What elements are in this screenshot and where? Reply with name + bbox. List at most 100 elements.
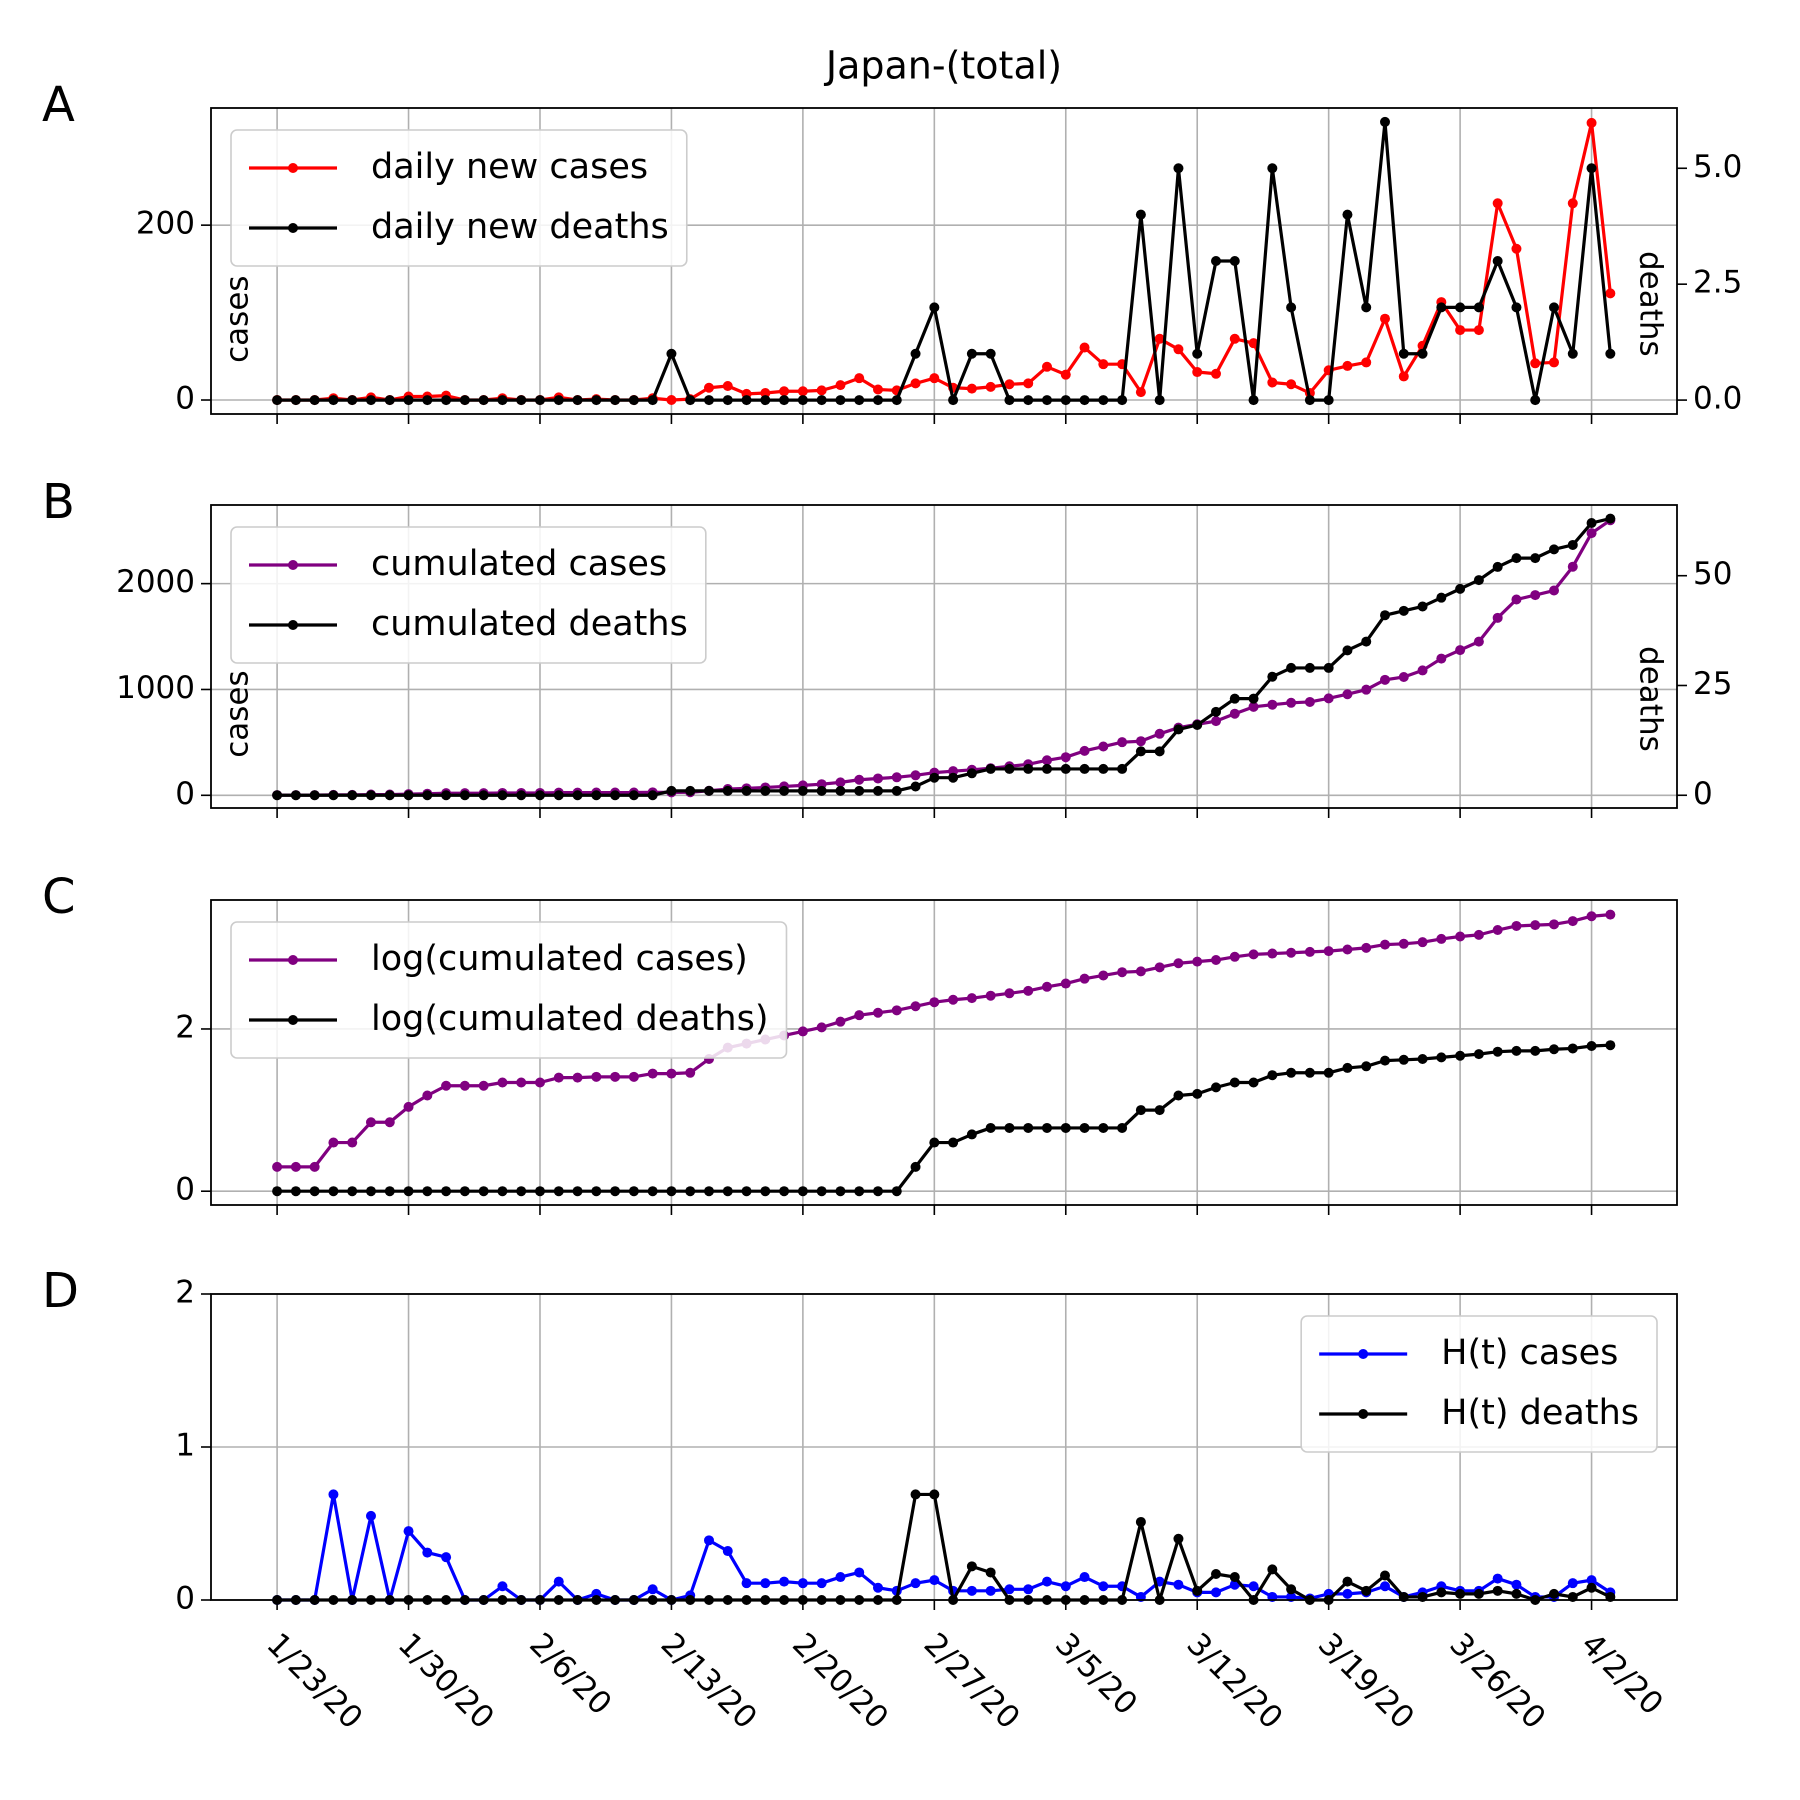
series-point [1511,1588,1522,1599]
series-point [1286,302,1297,313]
series-point [1398,371,1409,382]
series-point [1004,1584,1015,1595]
series-point [1530,358,1541,369]
series-point [1248,949,1259,960]
series-point [948,1137,959,1148]
series-point [1004,395,1015,406]
series-point [534,1077,545,1088]
series-point [328,1186,339,1197]
series-point [365,395,376,406]
series-point [1323,693,1334,704]
y2-tick-label: 5.0 [1693,149,1742,185]
series-point [1530,590,1541,601]
series-point [647,395,658,406]
series-point [1567,1578,1578,1589]
legend-marker [1358,1349,1369,1359]
series-point [929,1489,940,1500]
series-point [797,386,808,397]
y-tick-label: 2 [175,1009,195,1045]
series-point [1023,378,1034,389]
series-point [1173,958,1184,969]
series-point [591,1186,602,1197]
panel-label: D [42,1263,79,1319]
series-point [1436,1587,1447,1598]
series-point [1173,1533,1184,1544]
series-point [534,790,545,801]
series-point [328,395,339,406]
y-axis-label: cases [220,670,256,757]
series-point [1342,689,1353,700]
y2-tick-label: 0 [1693,776,1713,812]
series-point [628,1071,639,1082]
series-point [1192,956,1203,967]
series-point [872,1186,883,1197]
legend-label: cumulated deaths [371,604,688,644]
series-point [459,1186,470,1197]
series-point [1229,708,1240,719]
series-point [441,1080,452,1091]
series-point [1398,938,1409,949]
series-point [1267,163,1278,174]
series-point [1267,1564,1278,1575]
series-point [1229,256,1240,266]
series-point [1286,697,1297,708]
y-tick-label: 0 [175,776,195,812]
series-point [1586,1041,1597,1052]
series-point [1380,1570,1391,1581]
series-point [910,781,921,792]
series-point [1492,1573,1503,1584]
series-point [685,1186,696,1197]
series-point [1417,1053,1428,1064]
series-point [816,395,827,406]
series-point [1567,539,1578,550]
series-point [1473,325,1484,336]
series-point [1492,1046,1503,1057]
series-point [628,790,639,801]
series-point [910,1001,921,1012]
series-point [741,785,752,796]
series-point [1098,1122,1109,1133]
series-point [1098,359,1109,370]
series-point [497,790,508,801]
series-point [910,1161,921,1172]
series-point [1530,920,1541,931]
series-point [1586,1582,1597,1593]
series-point [1549,919,1560,930]
series-point [1586,117,1597,128]
series-point [1210,1568,1221,1579]
series-point [1586,518,1597,529]
series-point [1361,1585,1372,1596]
series-point [1586,528,1597,539]
series-point [1023,1584,1034,1595]
series-point [1286,1584,1297,1595]
series-point [703,1186,714,1197]
y-tick-label: 0 [175,1172,195,1208]
series-point [478,1080,489,1091]
series-point [1154,395,1165,406]
series-point [1549,544,1560,555]
series-point [459,1080,470,1091]
series-point [610,790,621,801]
series-point [1210,955,1221,966]
series-point [1473,636,1484,647]
legend-marker [288,620,298,630]
series-point [309,1186,320,1197]
series-point [1229,1572,1240,1583]
series-point [1286,947,1297,958]
series-point [572,395,583,406]
series-point [422,1186,433,1197]
series-point [741,1186,752,1197]
series-point [1342,209,1353,220]
series-point [1192,720,1203,731]
series-point [1248,1581,1259,1592]
y-tick-label: 200 [136,206,195,242]
series-point [1473,929,1484,940]
series-point [1154,1105,1165,1116]
series-point [1192,367,1203,378]
y2-tick-label: 50 [1693,556,1732,592]
series-point [534,1186,545,1197]
series-point [1361,1061,1372,1072]
series-point [929,373,940,384]
series-point [722,381,733,392]
axes-frame [210,107,1678,415]
